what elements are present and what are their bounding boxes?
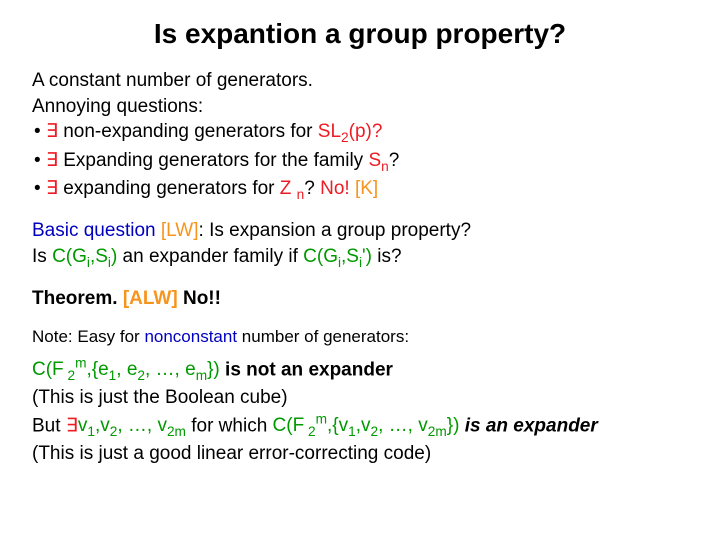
note-post: number of generators: — [237, 327, 409, 346]
example-2-generators: v1,v2, …, v2m — [78, 415, 186, 436]
cayley-2: C(Gi,Si') — [303, 246, 372, 267]
basic-question-label: Basic question — [32, 220, 156, 241]
bullet-1: • ∃ non-expanding generators for SL2(p)? — [32, 119, 688, 147]
bullet-dot: • — [34, 150, 46, 171]
bullet-dot: • — [34, 178, 46, 199]
note-pre: Note: Easy for — [32, 327, 144, 346]
bullet-2-text: Expanding generators for the family — [58, 150, 369, 171]
basic-question-text: : Is expansion a group property? — [199, 220, 472, 241]
note-keyword: nonconstant — [144, 327, 237, 346]
exists-symbol: ∃ — [46, 178, 58, 199]
theorem-line: Theorem. [ALW] No!! — [32, 286, 688, 312]
cayley-1: C(Gi,Si) — [52, 246, 117, 267]
basic-question-cite: [LW] — [156, 220, 199, 241]
exists-symbol: ∃ — [66, 415, 78, 436]
bullet-3-text: expanding generators for — [58, 178, 280, 199]
bullet-3-cite: [K] — [350, 178, 379, 199]
bq-line2: Is C(Gi,Si) an expander family if C(Gi,S… — [32, 246, 402, 267]
basic-question-block: Basic question [LW]: Is expansion a grou… — [32, 218, 688, 272]
bullet-2-tail: ? — [389, 150, 400, 171]
intro-block: A constant number of generators. Annoyin… — [32, 68, 688, 204]
bullet-3-no: No! — [320, 178, 350, 199]
intro-line-2: Annoying questions: — [32, 94, 688, 120]
bullet-2-group: Sn — [368, 150, 388, 171]
example-2-formula: C(F 2m,{v1,v2, …, v2m}) — [273, 415, 460, 436]
example-2-tail: is an expander — [459, 415, 597, 436]
example-2-paren: (This is just a good linear error-correc… — [32, 443, 431, 464]
theorem-cite: [ALW] — [123, 288, 178, 309]
bullet-3-group: Z n — [280, 178, 305, 199]
slide: Is expantion a group property? A constan… — [0, 0, 720, 491]
theorem-no: No!! — [178, 288, 221, 309]
note-line: Note: Easy for nonconstant number of gen… — [32, 326, 688, 349]
bullet-dot: • — [34, 121, 46, 142]
theorem-pre: Theorem. — [32, 288, 123, 309]
bullet-1-text: non-expanding generators for — [58, 121, 318, 142]
bullet-2: • ∃ Expanding generators for the family … — [32, 148, 688, 176]
slide-title: Is expantion a group property? — [32, 18, 688, 50]
bullet-1-group: SL2(p)? — [318, 121, 383, 142]
example-1-formula: C(F 2m,{e1, e2, …, em}) — [32, 359, 225, 380]
exists-symbol: ∃ — [46, 150, 58, 171]
example-1-paren: (This is just the Boolean cube) — [32, 387, 288, 408]
example-2-mid: for which — [186, 415, 273, 436]
exists-symbol: ∃ — [46, 121, 58, 142]
example-block: C(F 2m,{e1, e2, …, em}) is not an expand… — [32, 355, 688, 467]
example-2-pre: But — [32, 415, 66, 436]
bullet-3: • ∃ expanding generators for Z n? No! [K… — [32, 176, 688, 204]
intro-line-1: A constant number of generators. — [32, 68, 688, 94]
bullet-3-mid: ? — [304, 178, 320, 199]
example-1-tail: is not an expander — [225, 359, 393, 380]
